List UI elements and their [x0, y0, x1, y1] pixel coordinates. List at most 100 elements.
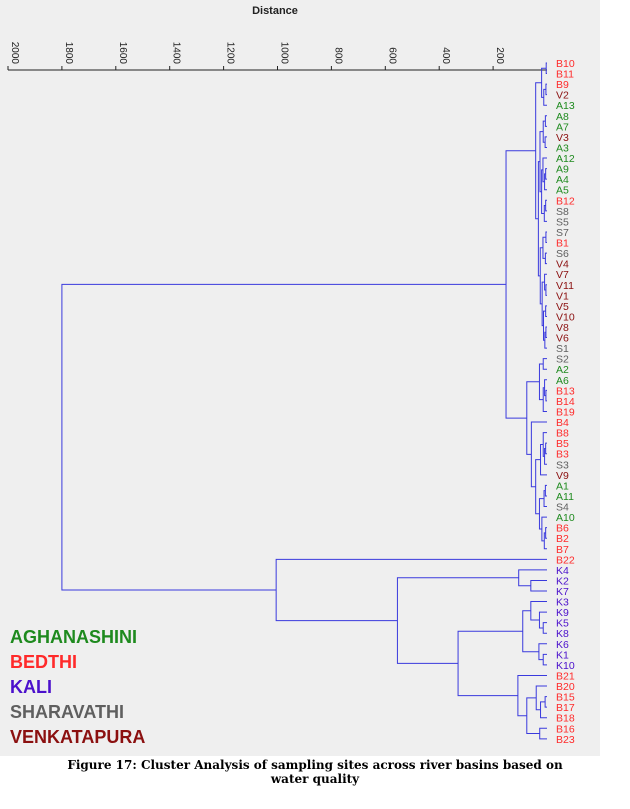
- leaf-label: A10: [556, 512, 575, 524]
- leaf-label: A6: [556, 375, 569, 387]
- leaf-label: S1: [556, 343, 569, 355]
- leaf-label: A7: [556, 121, 569, 133]
- leaf-label: S8: [556, 206, 569, 218]
- leaf-label: K5: [556, 618, 569, 630]
- caption-line-1: Figure 17: Cluster Analysis of sampling …: [67, 758, 563, 772]
- dendrogram-branch: [545, 168, 547, 180]
- leaf-label: K3: [556, 597, 569, 609]
- leaf-label: B10: [556, 58, 575, 70]
- dendrogram-branch: [544, 379, 547, 397]
- leaf-label: S3: [556, 459, 569, 471]
- axis-tick-label: 1600: [117, 42, 128, 65]
- leaf-label: B12: [556, 195, 575, 207]
- axis-title: Distance: [252, 5, 298, 17]
- leaf-label: V7: [556, 269, 569, 281]
- leaf-label: V8: [556, 322, 569, 334]
- leaf-label: S5: [556, 216, 569, 228]
- axis-tick-label: 1400: [171, 42, 182, 65]
- leaf-label: A13: [556, 100, 575, 112]
- distance-axis: 2000 1800 1600 1400 1200 1000 800 600 400 200: [7, 42, 547, 71]
- leaf-label: A2: [556, 364, 569, 376]
- leaf-label: B17: [556, 702, 575, 714]
- leaf-label: K2: [556, 575, 569, 587]
- legend: AGHANASHINI BEDTHI KALI SHARAVATHI VENKATAPU…: [10, 627, 145, 747]
- leaf-labels: B10B11B9V2A13A8A7V3A3A12A9A4A5B12S8S5S7B…: [556, 58, 575, 746]
- leaf-label: B13: [556, 385, 575, 397]
- legend-entry: SHARAVATHI: [10, 702, 124, 722]
- caption-line-2: water quality: [270, 772, 360, 786]
- leaf-label: B18: [556, 713, 575, 725]
- leaf-label: B16: [556, 723, 575, 735]
- leaf-label: V6: [556, 333, 569, 345]
- leaf-label: A8: [556, 111, 569, 123]
- dendrogram-chart: Distance 2000 1800 1600 1400 1200 1000 800 600 4…: [0, 0, 600, 756]
- leaf-label: A5: [556, 185, 569, 197]
- dendrogram-branch: [542, 236, 546, 259]
- dendrogram-branch: [545, 527, 547, 539]
- leaf-label: B7: [556, 544, 569, 556]
- leaf-label: B21: [556, 670, 575, 682]
- leaf-label: K10: [556, 660, 575, 672]
- leaf-label: S6: [556, 248, 569, 260]
- axis-tick-label: 2000: [9, 42, 20, 65]
- dendrogram-branch: [518, 569, 547, 587]
- leaf-label: B15: [556, 692, 575, 704]
- leaf-label: K4: [556, 565, 569, 577]
- leaf-label: V11: [556, 280, 574, 292]
- dendrogram-branch: [539, 247, 543, 305]
- dendrogram-branch: [545, 62, 547, 75]
- leaf-label: V3: [556, 132, 569, 144]
- leaf-label: A11: [556, 491, 574, 503]
- dendrogram-branch: [61, 283, 507, 591]
- leaf-label: B23: [556, 734, 575, 746]
- figure-caption: Figure 17: Cluster Analysis of sampling …: [30, 758, 600, 786]
- dendrogram-branch: [545, 199, 547, 212]
- leaf-label: A4: [556, 174, 569, 186]
- dendrogram-branch: [544, 447, 547, 465]
- dendrogram-tree: [61, 62, 547, 740]
- dendrogram-branch: [542, 157, 547, 183]
- dendrogram-branch: [544, 273, 547, 291]
- leaf-label: B9: [556, 79, 569, 91]
- leaf-label: V9: [556, 470, 569, 482]
- dendrogram-branch: [539, 727, 547, 740]
- leaf-label: B22: [556, 554, 575, 566]
- legend-entry: VENKATAPURA: [10, 727, 145, 747]
- leaf-label: B1: [556, 238, 569, 250]
- leaf-label: A1: [556, 480, 569, 492]
- legend-entry: BEDTHI: [10, 652, 77, 672]
- axis-tick-label: 200: [494, 47, 505, 64]
- leaf-label: B8: [556, 428, 569, 440]
- leaf-label: A12: [556, 153, 575, 165]
- leaf-label: K6: [556, 639, 569, 651]
- leaf-label: B14: [556, 396, 575, 408]
- leaf-label: A9: [556, 164, 569, 176]
- leaf-label: B4: [556, 417, 569, 429]
- leaf-label: B2: [556, 533, 569, 545]
- leaf-label: K8: [556, 628, 569, 640]
- legend-entry: KALI: [10, 677, 52, 697]
- dendrogram-branch: [544, 136, 547, 148]
- leaf-label: V4: [556, 259, 569, 271]
- axis-tick-label: 1000: [279, 42, 290, 65]
- axis-tick-label: 600: [386, 47, 397, 64]
- dendrogram-branch: [545, 305, 547, 317]
- leaf-label: K9: [556, 607, 569, 619]
- leaf-label: A3: [556, 142, 569, 154]
- leaf-label: B6: [556, 523, 569, 535]
- leaf-label: S4: [556, 502, 569, 514]
- leaf-label: S7: [556, 227, 569, 239]
- leaf-label: K7: [556, 586, 569, 598]
- axis-tick-label: 400: [440, 47, 451, 64]
- leaf-label: B5: [556, 438, 569, 450]
- axis-tick-label: 800: [332, 47, 343, 64]
- leaf-label: B3: [556, 449, 569, 461]
- leaf-label: V1: [556, 290, 569, 302]
- legend-entry: AGHANASHINI: [10, 627, 137, 647]
- leaf-label: V10: [556, 311, 575, 323]
- dendrogram-branch: [542, 310, 546, 341]
- leaf-label: B20: [556, 681, 575, 693]
- axis-tick-label: 1200: [225, 42, 236, 65]
- axis-tick-label: 1800: [63, 42, 74, 65]
- leaf-label: S2: [556, 354, 569, 366]
